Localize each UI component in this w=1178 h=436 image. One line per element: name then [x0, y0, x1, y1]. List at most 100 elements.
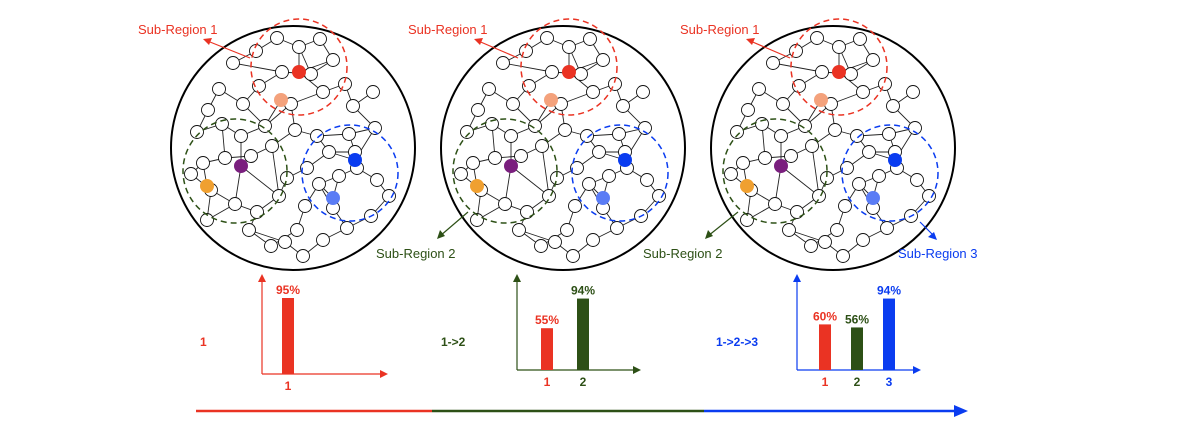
bar-category-label: 3: [886, 375, 893, 389]
network-node: [592, 145, 606, 159]
sequence-label-2: 1->2: [441, 335, 466, 349]
network-node: [264, 239, 278, 253]
bar-value-label: 94%: [877, 284, 901, 298]
bar-value-label: 55%: [535, 313, 559, 327]
network-node: [910, 173, 924, 187]
bar-category-label: 2: [580, 375, 587, 389]
network-node: [454, 167, 468, 181]
bar-value-label: 94%: [571, 284, 595, 298]
highlight-node-purple: [774, 159, 788, 173]
sub-region-1-pointer: [747, 39, 791, 59]
highlight-node-blue: [888, 153, 902, 167]
network-node: [382, 189, 396, 203]
network-node: [270, 31, 284, 45]
network-node: [740, 213, 754, 227]
network-node: [316, 85, 330, 99]
highlight-node-red: [832, 65, 846, 79]
network-nodes: [454, 31, 666, 263]
network-edge: [811, 145, 820, 197]
sub-region-2-pointer: [707, 211, 739, 237]
network-node: [906, 85, 920, 99]
network-node: [196, 156, 210, 170]
network-node: [830, 223, 844, 237]
network-node: [366, 85, 380, 99]
highlight-node-blue: [618, 153, 632, 167]
network-node: [471, 103, 485, 117]
bar-1: [819, 324, 831, 370]
network-node: [190, 125, 204, 139]
network-node: [304, 67, 318, 81]
network-node: [342, 127, 356, 141]
network-edge: [510, 165, 550, 197]
network-node: [540, 31, 554, 45]
sub-region-2-label: Sub-Region 2: [376, 246, 456, 261]
sub-region-3-outline: [301, 124, 399, 222]
sub-region-1-label: Sub-Region 1: [138, 22, 218, 37]
sub-region-1-label: Sub-Region 1: [408, 22, 488, 37]
network-node: [288, 123, 302, 137]
highlight-node-salmon: [814, 93, 828, 107]
sub-region-3-pointer: [919, 221, 935, 237]
region-label-group-panel-2: Sub-Region 1 Sub-Region 2: [376, 22, 519, 261]
network-node: [586, 85, 600, 99]
network-node: [506, 97, 520, 111]
network-node: [313, 32, 327, 46]
network-node: [840, 161, 854, 175]
network-node: [228, 197, 242, 211]
network-node: [832, 40, 846, 54]
network-node: [460, 125, 474, 139]
bar-1: [541, 328, 553, 370]
network-node: [201, 103, 215, 117]
network-node: [310, 129, 324, 143]
network-edge: [772, 62, 823, 73]
network-node: [602, 169, 616, 183]
network-node: [774, 129, 788, 143]
x-axis-arrowhead: [380, 370, 388, 378]
sub-region-3-outline: [841, 124, 939, 222]
highlight-node-salmon: [544, 93, 558, 107]
network-node: [488, 151, 502, 165]
network-node: [612, 127, 626, 141]
network-node: [818, 235, 832, 249]
network-node: [548, 235, 562, 249]
timeline-arrowhead: [954, 405, 968, 417]
highlight-node-orange: [470, 179, 484, 193]
network-node: [640, 173, 654, 187]
network-node: [866, 53, 880, 67]
x-axis-arrowhead: [913, 366, 921, 374]
sub-region-2-label: Sub-Region 2: [643, 246, 723, 261]
network-node: [242, 223, 256, 237]
network-node: [616, 99, 630, 113]
sub-region-1-pointer-head: [203, 38, 212, 45]
highlight-node-red: [292, 65, 306, 79]
network-node: [558, 123, 572, 137]
sub-region-1-pointer: [475, 39, 519, 59]
network-panel-1: [170, 18, 416, 271]
highlight-node-orange: [200, 179, 214, 193]
sub-region-outlines: [452, 18, 669, 224]
highlight-node-lightblue: [596, 191, 610, 205]
sub-region-outlines: [182, 18, 399, 224]
network-node: [275, 65, 289, 79]
network-node: [322, 145, 336, 159]
bar-category-label: 1: [822, 375, 829, 389]
x-axis-arrowhead: [633, 366, 641, 374]
network-node: [768, 197, 782, 211]
network-node: [736, 156, 750, 170]
region-label-group-panel-1: Sub-Region 1: [138, 22, 251, 59]
network-node: [278, 235, 292, 249]
region-label-group-panel-3: Sub-Region 1 Sub-Region 2 Sub-Region 3: [643, 22, 978, 261]
network-node: [292, 40, 306, 54]
network-node: [332, 169, 346, 183]
bar-2: [851, 327, 863, 370]
bar-value-label: 56%: [845, 312, 869, 326]
highlight-node-purple: [504, 159, 518, 173]
network-node: [838, 199, 852, 213]
bar-category-label: 2: [854, 375, 861, 389]
highlight-node-lightblue: [326, 191, 340, 205]
network-node: [886, 99, 900, 113]
network-node: [316, 233, 330, 247]
network-node: [844, 67, 858, 81]
bar-value-label: 60%: [813, 309, 837, 323]
